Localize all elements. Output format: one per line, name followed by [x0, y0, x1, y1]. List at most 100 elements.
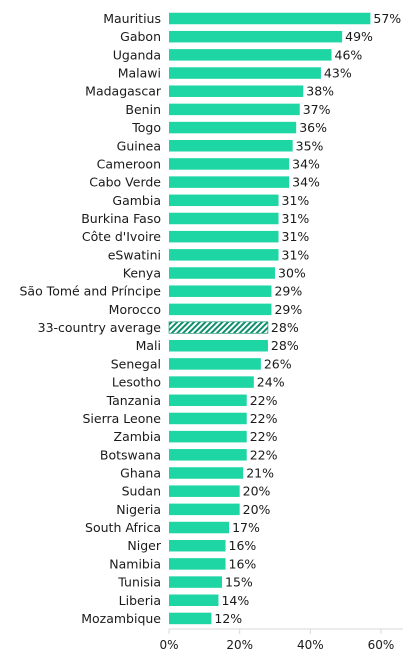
bar	[169, 212, 279, 225]
value-label: 28%	[271, 320, 299, 335]
category-label: Gambia	[112, 193, 161, 208]
value-label: 16%	[229, 538, 257, 553]
category-label: Mauritius	[103, 11, 161, 26]
value-label: 57%	[373, 11, 401, 26]
category-label: Niger	[127, 538, 161, 553]
category-label: Burkina Faso	[81, 211, 161, 226]
value-label: 21%	[246, 466, 274, 481]
value-label: 22%	[250, 429, 278, 444]
bar	[169, 12, 371, 25]
category-label: Uganda	[113, 47, 161, 62]
bar	[169, 521, 230, 534]
value-label: 31%	[282, 247, 310, 262]
value-label: 26%	[264, 356, 292, 371]
value-label: 35%	[296, 138, 324, 153]
bar	[169, 249, 279, 261]
bar	[169, 358, 261, 370]
value-label: 28%	[271, 338, 299, 353]
bar	[169, 194, 279, 207]
bar	[169, 412, 247, 425]
category-label: Sudan	[122, 484, 161, 499]
bar	[169, 612, 212, 625]
value-label: 22%	[250, 393, 278, 408]
bar	[169, 49, 332, 61]
bar	[169, 176, 290, 188]
value-label: 24%	[257, 375, 285, 390]
value-label: 38%	[306, 84, 334, 99]
bar	[169, 503, 240, 516]
bar	[169, 485, 240, 497]
bar	[169, 121, 297, 134]
value-label: 20%	[243, 502, 271, 517]
category-label: Lesotho	[112, 375, 161, 390]
value-label: 37%	[303, 102, 331, 117]
value-label: 46%	[335, 47, 363, 62]
category-label: South Africa	[85, 520, 161, 535]
value-label: 31%	[282, 211, 310, 226]
value-label: 36%	[299, 120, 327, 135]
category-label: Guinea	[117, 138, 161, 153]
category-label: Kenya	[123, 266, 161, 281]
value-label: 12%	[214, 611, 242, 626]
bar	[169, 430, 247, 443]
value-label: 16%	[229, 556, 257, 571]
category-label: Cabo Verde	[89, 175, 161, 190]
category-label: Cameroon	[97, 156, 161, 171]
category-label: Malawi	[118, 66, 161, 81]
category-label: Ghana	[120, 466, 161, 481]
bar	[169, 376, 254, 388]
value-label: 30%	[278, 266, 306, 281]
value-label: 22%	[250, 411, 278, 426]
value-label: 29%	[274, 284, 302, 299]
average-bar	[168, 321, 269, 334]
value-label: 29%	[274, 302, 302, 317]
category-label: Tanzania	[106, 393, 161, 408]
category-label: Zambia	[114, 429, 161, 444]
x-tick-label: 20%	[226, 638, 253, 652]
category-label: Madagascar	[85, 84, 162, 99]
category-label: Mozambique	[81, 611, 161, 626]
value-label: 17%	[232, 520, 260, 535]
value-label: 34%	[292, 156, 320, 171]
category-label: Senegal	[111, 356, 161, 371]
bar	[169, 103, 300, 116]
category-label: Benin	[125, 102, 161, 117]
value-label: 34%	[292, 175, 320, 190]
category-label: Morocco	[109, 302, 161, 317]
bar	[169, 140, 293, 152]
bar	[169, 158, 290, 170]
bar	[169, 467, 244, 479]
category-label: Nigeria	[116, 502, 161, 517]
x-tick-label: 0%	[159, 638, 178, 652]
bar	[169, 267, 275, 279]
bar	[169, 558, 226, 570]
bar	[169, 576, 222, 588]
x-tick-label: 60%	[368, 638, 395, 652]
x-ticks-layer: 0% 20% 40% 60%	[159, 629, 394, 652]
value-label: 31%	[282, 193, 310, 208]
value-label: 20%	[243, 484, 271, 499]
category-label: Sierra Leone	[83, 411, 162, 426]
category-label: Liberia	[119, 593, 161, 608]
category-label: Botswana	[100, 447, 161, 462]
category-label: Tunisia	[117, 575, 161, 590]
x-tick-label: 40%	[297, 638, 324, 652]
category-label: 33-country average	[38, 320, 162, 335]
value-label: 49%	[345, 29, 373, 44]
bar	[169, 449, 247, 461]
bars-layer: Mauritius 57% Gabon 49% Uganda 46% Malawi 43% Ma…	[19, 11, 401, 626]
bar	[169, 67, 321, 79]
bar	[169, 230, 279, 243]
value-label: 22%	[250, 447, 278, 462]
value-label: 14%	[221, 593, 249, 608]
category-label: Togo	[131, 120, 161, 135]
category-label: Namibia	[109, 556, 161, 571]
bar	[169, 394, 247, 407]
bar	[169, 285, 272, 297]
category-label: Gabon	[120, 29, 161, 44]
bar	[169, 594, 219, 607]
category-label: Mali	[136, 338, 161, 353]
value-label: 31%	[282, 229, 310, 244]
bar	[169, 339, 268, 352]
